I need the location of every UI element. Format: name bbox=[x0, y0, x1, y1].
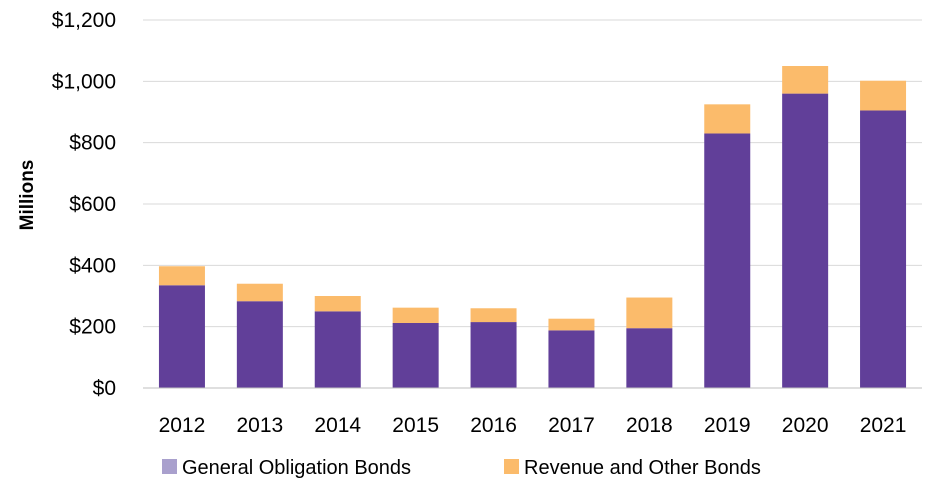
bar-general-obligation-2012 bbox=[158, 285, 205, 388]
x-tick-label: 2013 bbox=[236, 414, 283, 437]
y-tick-label: $1,000 bbox=[52, 70, 116, 93]
y-tick-label: $0 bbox=[93, 377, 116, 400]
legend: General Obligation Bonds Revenue and Oth… bbox=[162, 457, 761, 479]
x-tick-label: 2018 bbox=[626, 414, 673, 437]
bar-revenue-other-2016 bbox=[470, 308, 517, 323]
bar-general-obligation-2020 bbox=[782, 93, 829, 388]
y-axis-label: Millions bbox=[17, 160, 38, 231]
bar-general-obligation-2015 bbox=[392, 322, 439, 388]
y-tick-label: $200 bbox=[69, 316, 116, 339]
x-tick-label: 2015 bbox=[392, 414, 439, 437]
bar-revenue-other-2021 bbox=[860, 80, 907, 111]
y-tick-label: $400 bbox=[69, 254, 116, 277]
y-tick-label: $600 bbox=[69, 193, 116, 216]
bar-revenue-other-2017 bbox=[548, 318, 595, 331]
y-tick-label: $800 bbox=[69, 132, 116, 155]
legend-swatch-revenue-and-other-bonds bbox=[504, 459, 519, 474]
x-axis-tick-labels: 2012 2013 2014 2015 2016 2017 2018 2019 2020 2021 bbox=[159, 414, 907, 437]
x-tick-label: 2020 bbox=[782, 414, 829, 437]
bar-general-obligation-2014 bbox=[314, 311, 361, 388]
bars bbox=[158, 66, 907, 388]
y-axis-tick-labels: $0 $200 $400 $600 $800 $1,000 $1,200 bbox=[52, 9, 116, 400]
bar-revenue-other-2018 bbox=[626, 297, 673, 329]
bar-general-obligation-2021 bbox=[860, 110, 907, 388]
y-tick-label: $1,200 bbox=[52, 9, 116, 32]
x-tick-label: 2016 bbox=[470, 414, 517, 437]
bar-revenue-other-2013 bbox=[236, 283, 283, 302]
bar-revenue-other-2020 bbox=[782, 66, 829, 94]
x-tick-label: 2012 bbox=[159, 414, 206, 437]
bar-revenue-other-2015 bbox=[392, 307, 439, 323]
bar-general-obligation-2018 bbox=[626, 328, 673, 388]
x-tick-label: 2021 bbox=[860, 414, 907, 437]
x-tick-label: 2017 bbox=[548, 414, 595, 437]
bar-general-obligation-2017 bbox=[548, 330, 595, 388]
bar-revenue-other-2012 bbox=[158, 266, 205, 286]
bar-general-obligation-2019 bbox=[704, 133, 751, 388]
legend-label-general-obligation-bonds: General Obligation Bonds bbox=[182, 457, 411, 479]
legend-swatch-general-obligation-bonds bbox=[162, 459, 177, 474]
bar-general-obligation-2013 bbox=[236, 301, 283, 388]
bar-revenue-other-2014 bbox=[314, 296, 361, 312]
x-tick-label: 2019 bbox=[704, 414, 751, 437]
bar-general-obligation-2016 bbox=[470, 322, 517, 388]
bar-revenue-other-2019 bbox=[704, 104, 751, 134]
x-tick-label: 2014 bbox=[314, 414, 361, 437]
legend-label-revenue-and-other-bonds: Revenue and Other Bonds bbox=[524, 457, 761, 479]
